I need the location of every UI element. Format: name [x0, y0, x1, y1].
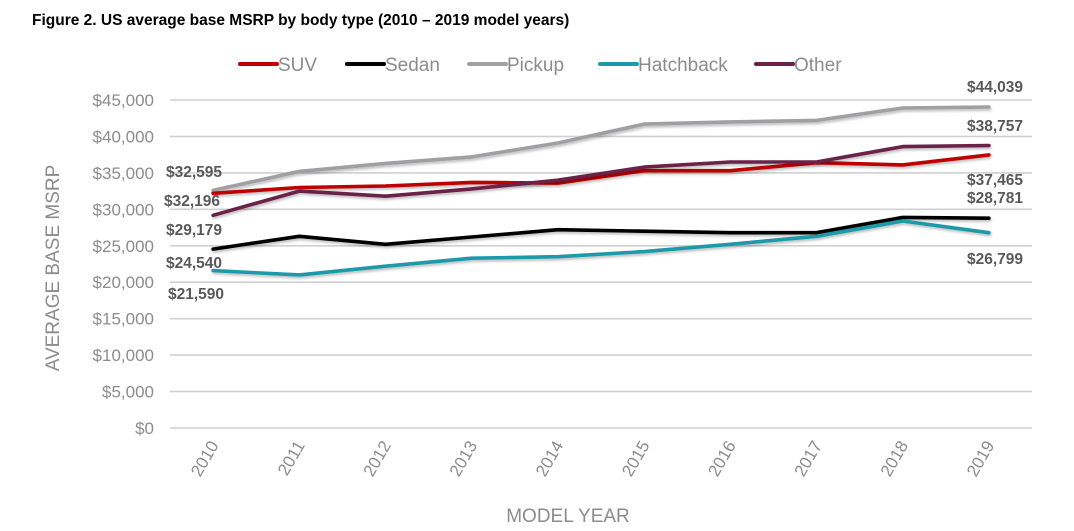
y-tick-label: $5,000 [102, 383, 154, 402]
y-tick-label: $35,000 [93, 164, 154, 183]
x-tick-label: 2018 [877, 438, 912, 480]
series-line-suv [211, 153, 991, 196]
x-tick-label: 2011 [274, 438, 309, 479]
legend: SUV Sedan Pickup Hatchback Other [238, 55, 842, 76]
x-axis-ticks: 2010 2011 2012 2013 2014 2015 2016 2017 2018 2019 [187, 438, 998, 480]
series-line-hatchback [211, 219, 991, 277]
y-tick-label: $15,000 [93, 310, 154, 329]
data-label-other-2010: $29,179 [166, 222, 222, 239]
data-label-suv-2010: $32,196 [164, 193, 220, 210]
x-tick-label: 2017 [791, 438, 826, 480]
x-tick-label: 2016 [704, 438, 739, 480]
series-lines [211, 105, 991, 277]
data-label-pickup-2019: $44,039 [967, 79, 1023, 96]
x-tick-label: 2010 [187, 438, 222, 480]
y-axis-title: AVERAGE BASE MSRP [43, 165, 64, 372]
data-label-sedan-2019: $28,781 [967, 190, 1023, 207]
legend-label: SUV [278, 55, 317, 76]
legend-label: Sedan [385, 55, 440, 76]
x-tick-label: 2019 [963, 438, 998, 480]
data-label-suv-2019: $37,465 [967, 172, 1023, 189]
legend-item-other: Other [754, 55, 842, 76]
legend-item-hatchback: Hatchback [598, 55, 728, 76]
y-tick-label: $30,000 [93, 200, 154, 219]
figure-title: Figure 2. US average base MSRP by body t… [32, 12, 570, 29]
data-label-hatchback-2010: $21,590 [168, 286, 224, 303]
data-labels: $32,595 $32,196 $29,179 $24,540 $21,590 $44,0… [164, 79, 1023, 303]
series-line-sedan [211, 215, 991, 251]
legend-label: Pickup [507, 55, 564, 76]
y-tick-label: $0 [135, 419, 154, 438]
data-label-other-2019: $38,757 [967, 118, 1023, 135]
y-tick-label: $20,000 [93, 273, 154, 292]
legend-item-suv: SUV [238, 55, 317, 76]
y-tick-label: $25,000 [93, 237, 154, 256]
y-tick-label: $40,000 [93, 127, 154, 146]
x-tick-label: 2014 [532, 438, 567, 480]
legend-label: Hatchback [638, 55, 728, 76]
series-line-pickup [211, 105, 991, 193]
y-tick-label: $45,000 [93, 91, 154, 110]
legend-label: Other [794, 55, 842, 76]
series-line-other [211, 143, 991, 218]
data-label-hatchback-2019: $26,799 [967, 251, 1023, 268]
gridlines [170, 99, 1032, 429]
x-tick-label: 2013 [446, 438, 481, 480]
y-axis-ticks: $0 $5,000 $10,000 $15,000 $20,000 $25,000 $30,… [93, 91, 154, 438]
legend-item-sedan: Sedan [345, 55, 440, 76]
legend-item-pickup: Pickup [467, 55, 564, 76]
x-tick-label: 2015 [618, 438, 653, 480]
data-label-pickup-2010: $32,595 [166, 164, 222, 181]
y-tick-label: $10,000 [93, 346, 154, 365]
data-label-sedan-2010: $24,540 [166, 255, 222, 272]
x-axis-title: MODEL YEAR [506, 506, 630, 527]
x-tick-label: 2012 [360, 438, 395, 480]
